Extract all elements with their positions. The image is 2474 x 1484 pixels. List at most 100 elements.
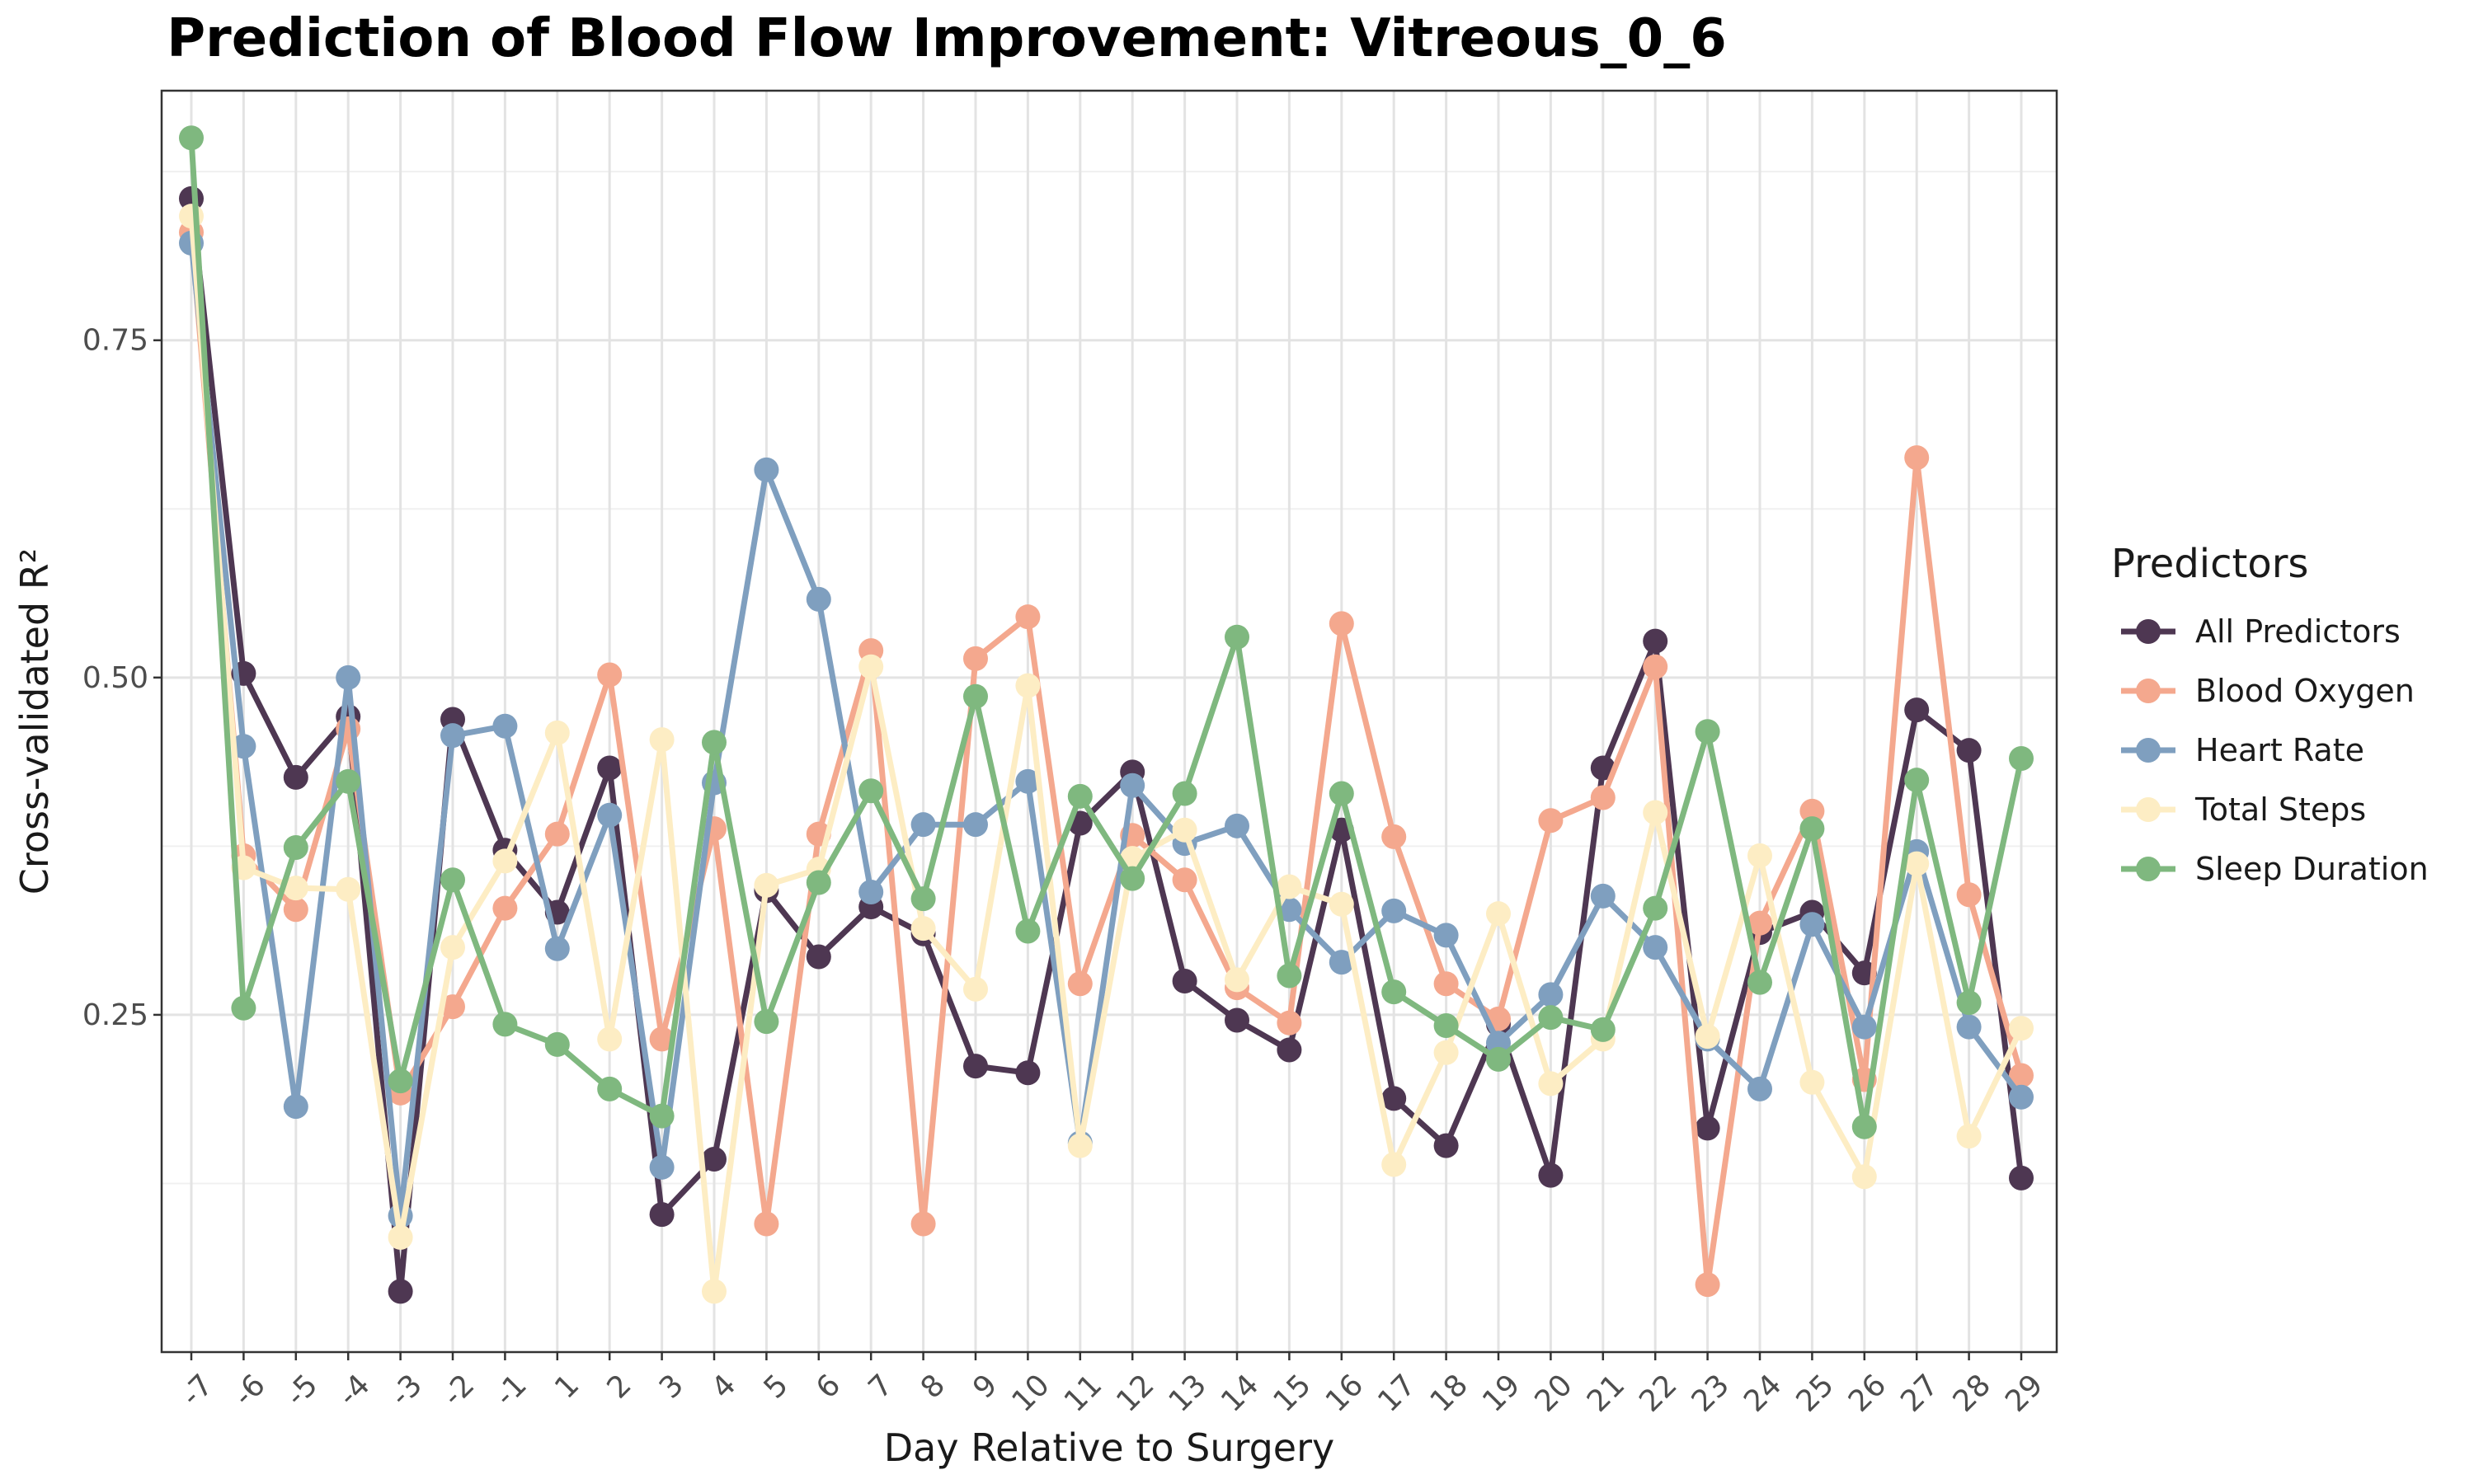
legend-label: Sleep Duration xyxy=(2195,851,2429,887)
data-point xyxy=(1643,935,1668,960)
x-tick-label: 22 xyxy=(1633,1368,1683,1418)
data-point xyxy=(597,802,623,828)
x-tick-label: -4 xyxy=(332,1368,376,1412)
data-point xyxy=(702,730,727,755)
data-point xyxy=(1538,1071,1564,1097)
data-point xyxy=(649,1154,675,1180)
x-tick-label: -7 xyxy=(175,1368,219,1412)
series-lines xyxy=(179,125,2034,1304)
y-tick-label: 0.50 xyxy=(82,661,148,695)
data-point xyxy=(2009,1016,2034,1041)
x-tick-label: 20 xyxy=(1528,1368,1578,1418)
data-point xyxy=(283,1094,308,1120)
data-point xyxy=(1381,824,1407,849)
data-point xyxy=(1643,895,1668,921)
data-point xyxy=(1695,1024,1720,1050)
data-point xyxy=(231,995,256,1021)
data-point xyxy=(1015,1060,1041,1086)
data-point xyxy=(283,897,308,923)
data-point xyxy=(1329,781,1354,806)
data-point xyxy=(1956,990,1982,1016)
data-point xyxy=(806,944,831,970)
data-point xyxy=(1590,755,1616,781)
data-point xyxy=(858,778,884,804)
data-point xyxy=(1799,798,1825,824)
x-tick-label: 23 xyxy=(1686,1368,1736,1418)
data-point xyxy=(597,755,623,781)
legend-title: Predictors xyxy=(2111,541,2308,587)
data-point xyxy=(179,125,204,151)
data-point xyxy=(1067,971,1093,997)
data-point xyxy=(1433,1133,1459,1158)
x-tick-label: 3 xyxy=(653,1368,690,1405)
data-point xyxy=(440,867,465,893)
data-point xyxy=(1956,882,1982,908)
data-point xyxy=(1904,445,1930,471)
legend-key-point xyxy=(2136,619,2161,644)
legend-label: All Predictors xyxy=(2195,613,2401,650)
data-point xyxy=(1956,1124,1982,1149)
data-point xyxy=(754,1009,779,1035)
data-point xyxy=(1904,851,1930,876)
x-tick-label: 17 xyxy=(1371,1368,1422,1418)
x-tick-label: 4 xyxy=(705,1368,742,1405)
data-point xyxy=(963,812,988,838)
legend-key-point xyxy=(2136,738,2161,763)
data-point xyxy=(440,723,465,749)
x-tick-label: 25 xyxy=(1790,1368,1840,1418)
data-point xyxy=(1904,697,1930,723)
data-point xyxy=(1329,950,1354,975)
x-tick-label: 21 xyxy=(1581,1368,1631,1418)
data-point xyxy=(963,1054,988,1079)
series-line xyxy=(188,229,2025,1288)
legend-key-point xyxy=(2136,797,2161,822)
x-tick-label: 19 xyxy=(1476,1368,1526,1418)
data-point xyxy=(1590,785,1616,810)
data-point xyxy=(806,586,831,612)
legend-key-point xyxy=(2136,679,2161,703)
y-tick-label: 0.25 xyxy=(82,998,148,1032)
data-point xyxy=(336,768,361,794)
data-point xyxy=(1015,918,1041,944)
data-point xyxy=(649,1202,675,1228)
data-point xyxy=(492,848,518,874)
data-point xyxy=(388,1224,413,1250)
data-point xyxy=(754,872,779,898)
data-point xyxy=(1225,624,1249,650)
series-group xyxy=(179,219,2034,1298)
data-point xyxy=(388,1068,413,1094)
data-point xyxy=(649,727,675,753)
data-point xyxy=(440,935,465,960)
data-point xyxy=(1747,970,1772,995)
data-point xyxy=(1643,628,1668,654)
data-point xyxy=(1695,1115,1720,1141)
data-point xyxy=(283,835,308,860)
data-point xyxy=(702,1279,727,1304)
data-point xyxy=(858,880,884,904)
data-point xyxy=(1329,611,1354,636)
data-point xyxy=(1538,982,1564,1007)
data-point xyxy=(1433,923,1459,948)
data-point xyxy=(1172,781,1197,806)
data-point xyxy=(1486,901,1511,927)
data-point xyxy=(440,994,465,1020)
x-tick-label: 13 xyxy=(1163,1368,1213,1418)
data-point xyxy=(2009,1063,2034,1088)
legend-label: Heart Rate xyxy=(2195,732,2364,768)
data-point xyxy=(597,662,623,688)
x-tick-label: 2 xyxy=(600,1368,637,1405)
data-point xyxy=(1120,866,1145,891)
data-point xyxy=(754,1211,779,1237)
data-point xyxy=(1172,867,1197,893)
x-tick-label: -2 xyxy=(436,1368,481,1412)
data-point xyxy=(283,876,308,901)
x-tick-label: 6 xyxy=(810,1368,847,1405)
data-point xyxy=(754,457,779,482)
data-point xyxy=(806,870,831,895)
data-point xyxy=(858,654,884,679)
series-line xyxy=(188,213,2025,1294)
x-tick-label: 24 xyxy=(1738,1368,1788,1418)
x-tick-label: 15 xyxy=(1267,1368,1317,1418)
data-point xyxy=(649,1103,675,1129)
